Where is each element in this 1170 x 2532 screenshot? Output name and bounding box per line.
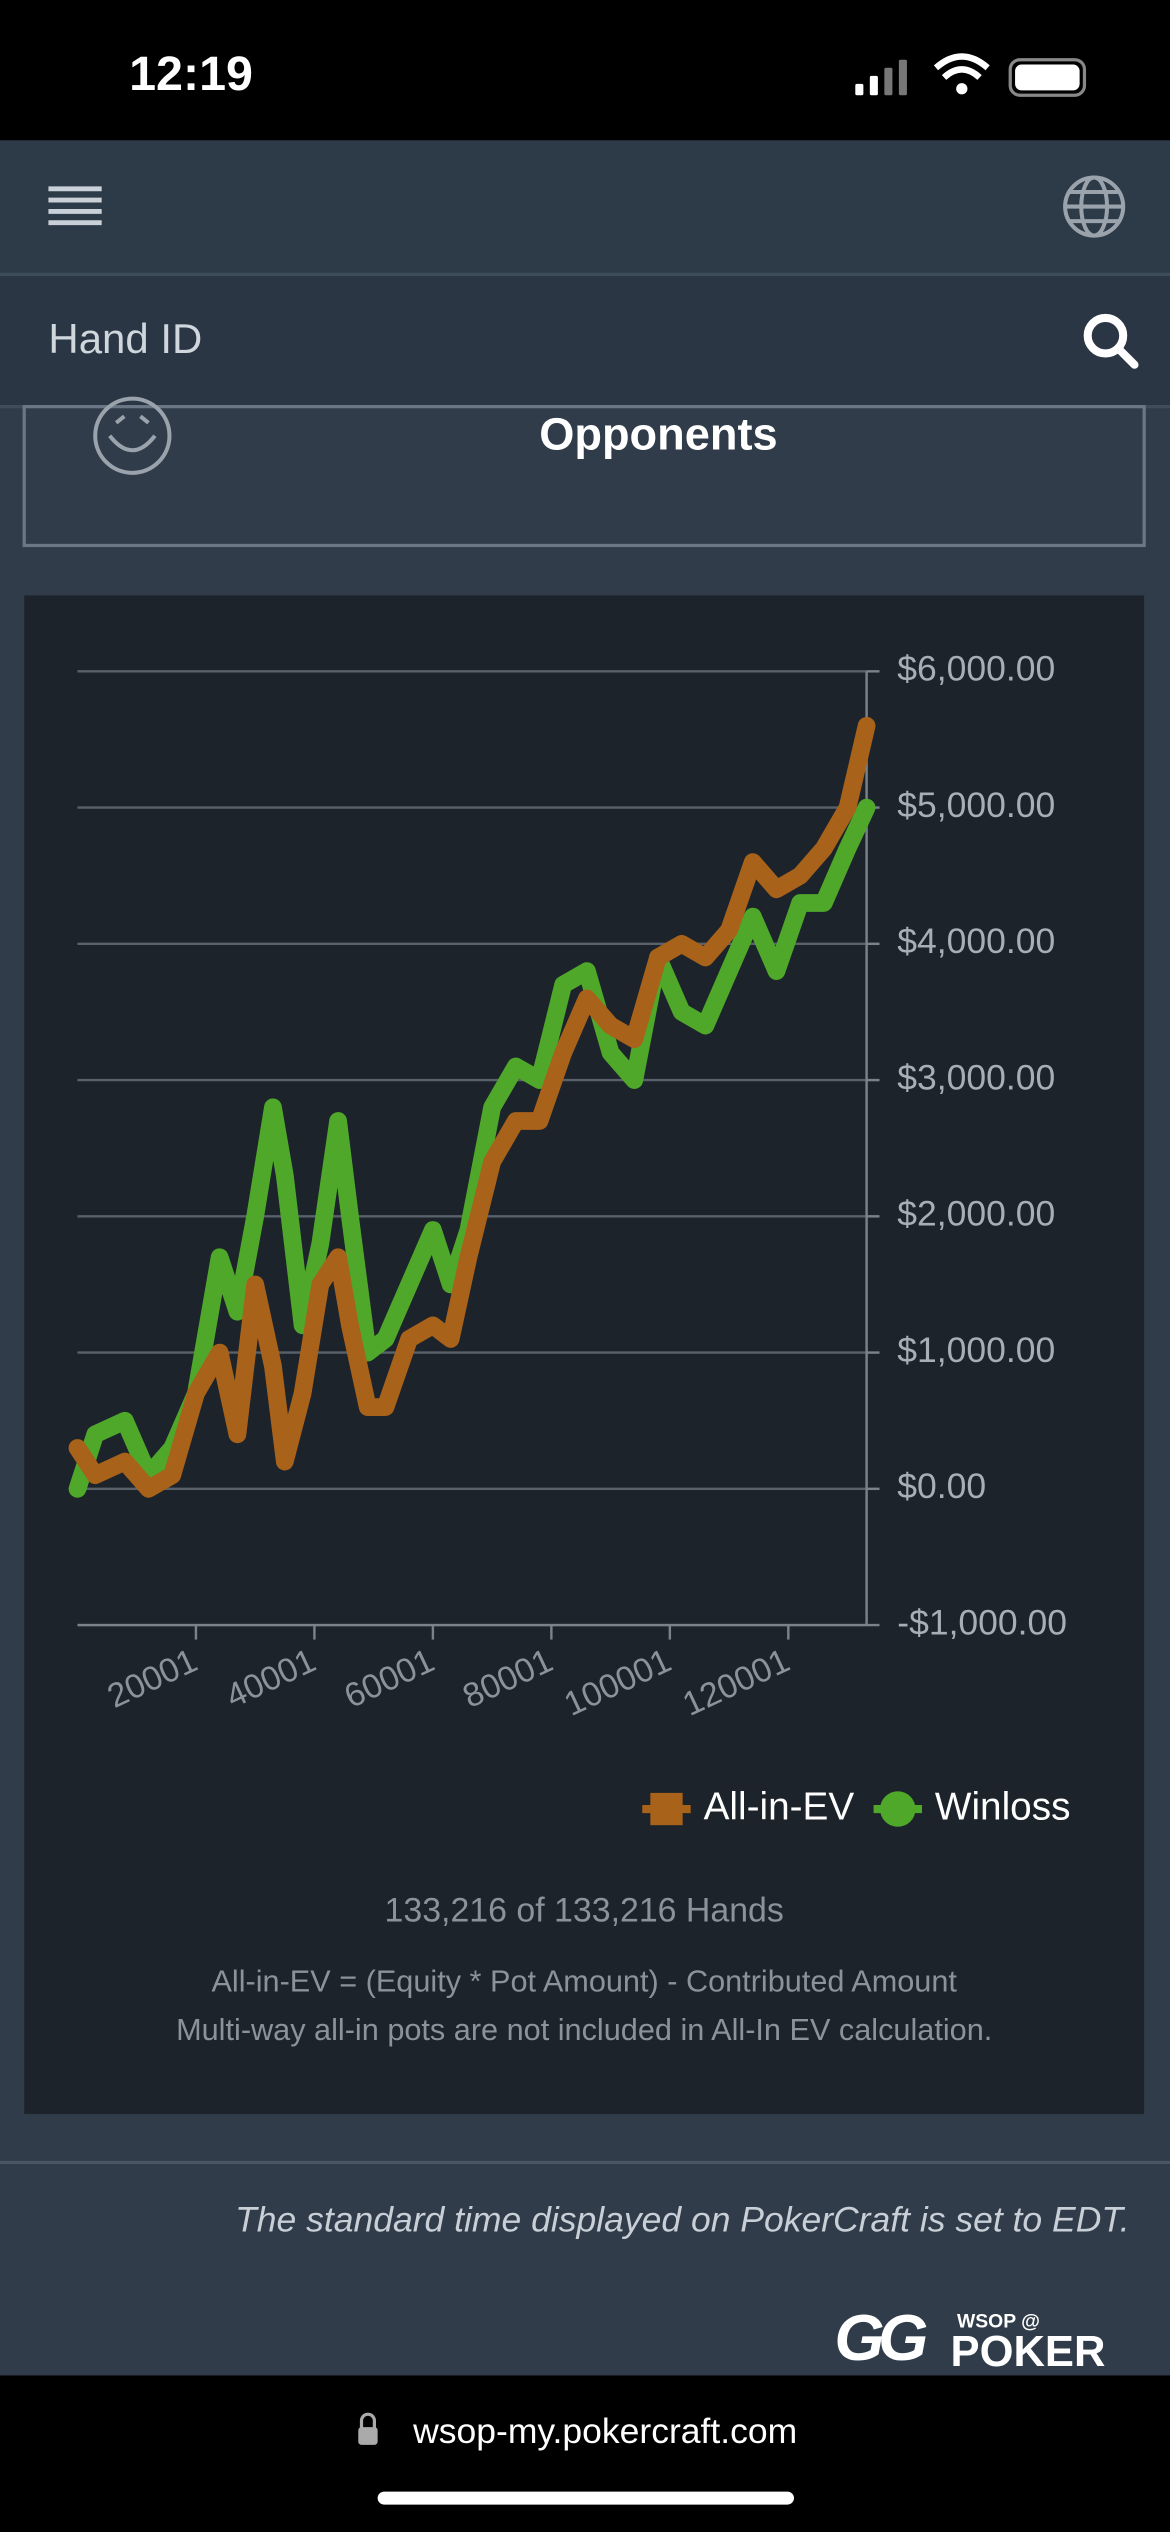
logo-brand: POKER	[951, 2328, 1106, 2376]
y-tick-label: $0.00	[897, 1466, 986, 1506]
url[interactable]: wsop-my.pokercraft.com	[412, 2411, 797, 2451]
clock: 12:19	[129, 47, 253, 101]
section-title: Opponents	[539, 408, 777, 459]
lock-icon	[358, 2412, 378, 2445]
y-tick-label: $1,000.00	[897, 1330, 1055, 1370]
chart-note: Multi-way all-in pots are not included i…	[176, 2013, 992, 2047]
battery-level	[1015, 64, 1080, 91]
chart: -$1,000.00 $0.00 $1,000.00 $2,000.00 $3,000.…	[68, 649, 1071, 1828]
language-button[interactable]	[1063, 175, 1126, 238]
y-tick-label: $2,000.00	[897, 1194, 1055, 1234]
timezone-note: The standard time displayed on PokerCraf…	[235, 2200, 1130, 2240]
series-line	[68, 716, 876, 1498]
browser-bar	[0, 2375, 1170, 2532]
logo-mark: GG	[834, 2302, 927, 2374]
battery-icon	[1008, 58, 1087, 97]
logo-tag: WSOP @	[957, 2310, 1040, 2332]
wifi-icon	[933, 53, 990, 80]
legend-label: Winloss	[935, 1785, 1071, 1828]
legend-marker	[650, 1792, 683, 1826]
opponents-card[interactable]	[22, 405, 1146, 548]
legend-label: All-in-EV	[704, 1785, 855, 1828]
legend-marker	[880, 1791, 916, 1827]
chart-note: All-in-EV = (Equity * Pot Amount) - Cont…	[211, 1964, 957, 1998]
wifi-dot	[956, 83, 968, 95]
y-tick-label: $3,000.00	[897, 1057, 1055, 1097]
search-placeholder: Hand ID	[48, 315, 202, 362]
search-bar[interactable]	[0, 275, 1170, 407]
y-tick-label: -$1,000.00	[897, 1602, 1067, 1642]
signal-icon	[855, 59, 907, 96]
hands-summary: 133,216 of 133,216 Hands	[385, 1891, 784, 1929]
home-indicator	[377, 2491, 794, 2505]
y-tick-label: $6,000.00	[897, 649, 1055, 689]
menu-button[interactable]	[48, 186, 102, 226]
y-tick-label: $4,000.00	[897, 921, 1055, 961]
y-tick-label: $5,000.00	[897, 785, 1055, 825]
opponents-icon	[93, 396, 172, 475]
nav-bar	[0, 140, 1170, 275]
series-line	[68, 798, 876, 1498]
search-button[interactable]	[1083, 313, 1139, 369]
